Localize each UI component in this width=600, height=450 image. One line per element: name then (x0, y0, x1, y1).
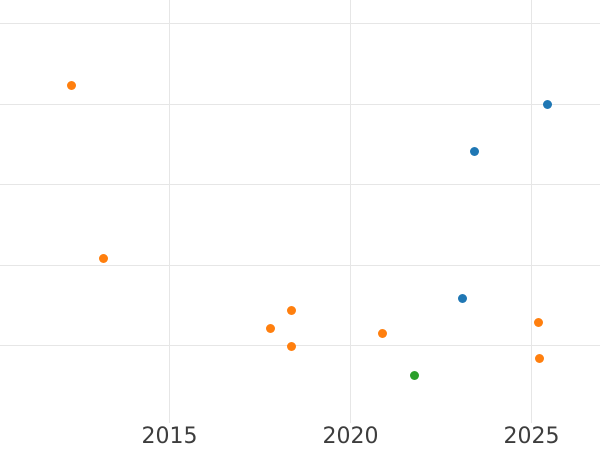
scatter-point-series-orange (377, 329, 387, 338)
horizontal-gridline (0, 264, 600, 266)
horizontal-gridline (0, 345, 600, 346)
scatter-point-series-orange (266, 324, 275, 333)
scatter-point-series-orange (286, 342, 296, 351)
scatter-point-series-green (409, 371, 419, 380)
scatter-point-series-blue (458, 293, 467, 303)
scatter-point-series-orange (99, 253, 108, 263)
x-tick-label: 2025 (503, 424, 560, 449)
x-tick-label: 2020 (322, 424, 379, 449)
horizontal-gridline (0, 184, 600, 185)
scatter-point-series-orange (534, 353, 544, 363)
scatter-point-series-blue (543, 99, 552, 109)
vertical-gridline (350, 0, 351, 423)
scatter-point-series-orange (67, 81, 76, 90)
horizontal-gridline (0, 23, 600, 24)
x-tick-label: 2015 (141, 424, 198, 449)
vertical-gridline (169, 0, 170, 423)
scatter-point-series-orange (287, 306, 296, 315)
horizontal-gridline (0, 103, 600, 105)
vertical-gridline (531, 0, 532, 423)
scatter-point-series-orange (534, 317, 543, 327)
scatter-point-series-blue (469, 146, 479, 156)
